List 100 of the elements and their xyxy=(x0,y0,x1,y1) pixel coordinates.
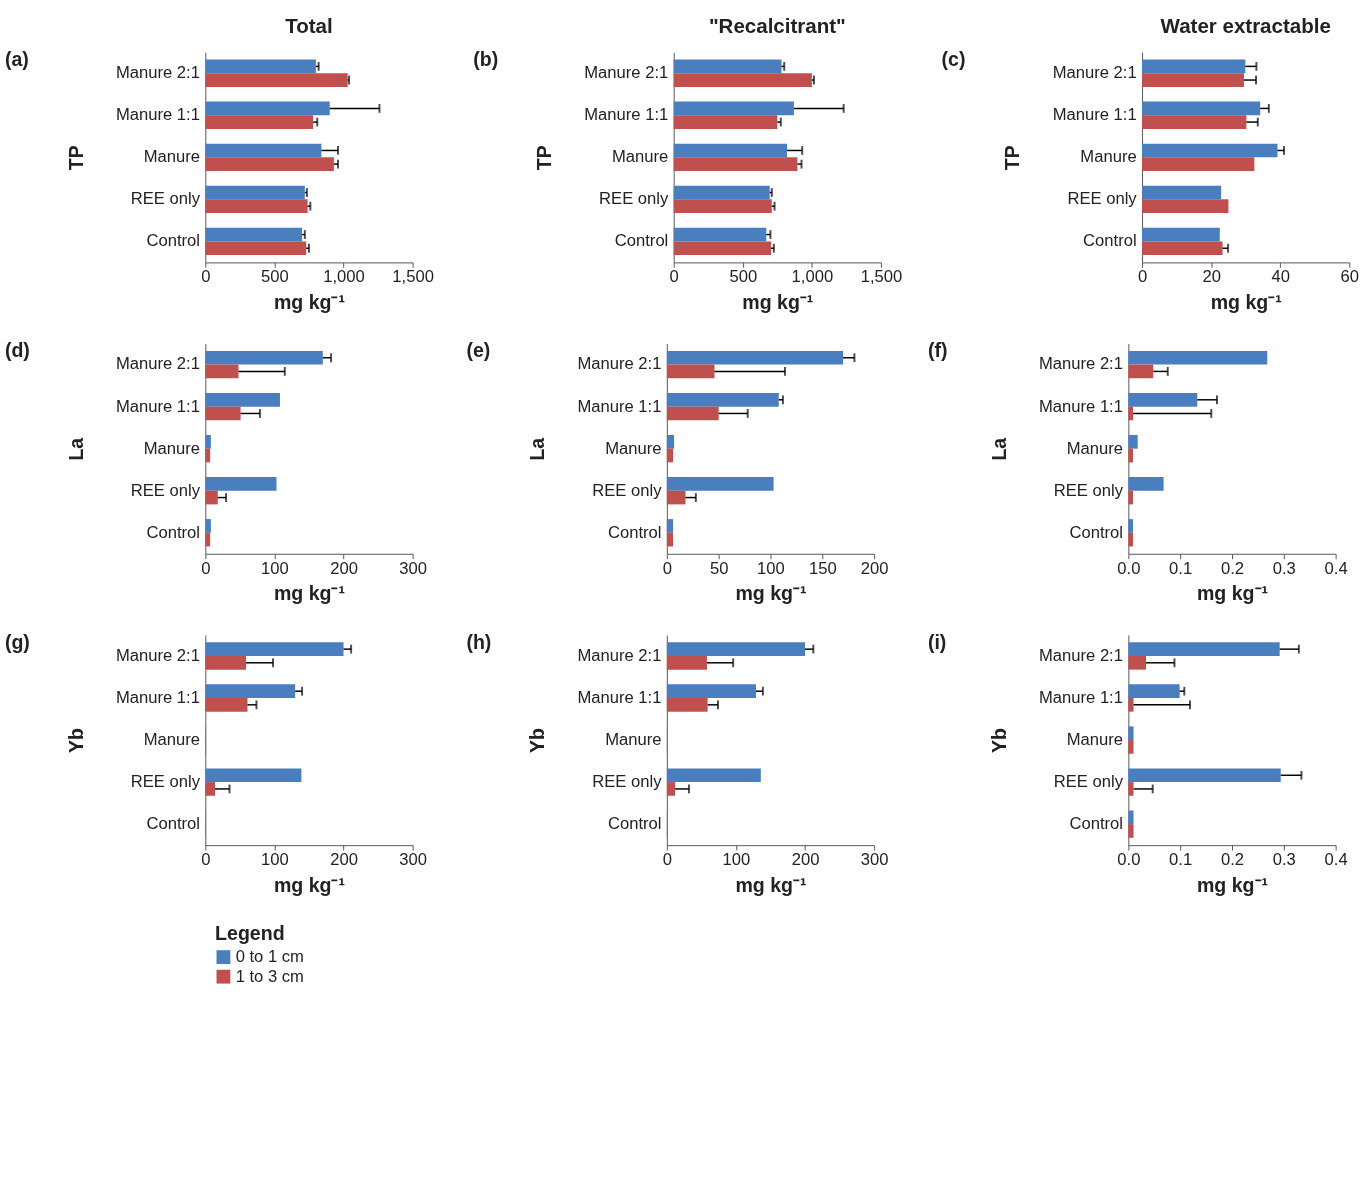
y-axis-title: Yb xyxy=(526,728,549,754)
bar xyxy=(205,392,280,407)
bar xyxy=(666,392,779,407)
bar xyxy=(673,73,812,87)
x-tick-label: 100 xyxy=(261,850,289,870)
x-tick-label: 1,000 xyxy=(323,267,365,287)
bar xyxy=(205,101,330,116)
x-axis-title: mg kg⁻¹ xyxy=(1196,582,1269,605)
bar xyxy=(1142,241,1223,256)
y-axis-title: TP xyxy=(64,145,87,171)
bar xyxy=(205,532,211,547)
bar xyxy=(1142,101,1261,116)
y-tick-label: Manure 2:1 xyxy=(115,63,200,83)
bar xyxy=(666,364,715,379)
bar xyxy=(666,782,676,796)
x-axis-title: mg kg⁻¹ xyxy=(273,290,346,313)
bar xyxy=(205,59,316,74)
bar xyxy=(666,448,674,463)
y-tick-label: Manure xyxy=(143,729,200,749)
bar xyxy=(666,490,686,505)
legend-label: 1 to 3 cm xyxy=(235,966,304,986)
bar xyxy=(1142,115,1247,129)
x-tick-label: 500 xyxy=(261,267,289,287)
bar xyxy=(673,199,772,214)
bar xyxy=(205,768,302,783)
bar xyxy=(1142,227,1220,242)
x-tick-label: 0.3 xyxy=(1272,850,1296,870)
text: (g) xyxy=(4,630,30,653)
bar xyxy=(1128,519,1134,533)
y-tick-label: Manure 1:1 xyxy=(584,105,669,125)
y-tick-label: Manure xyxy=(143,147,200,167)
x-axis-title: mg kg⁻¹ xyxy=(273,873,346,896)
y-tick-label: Manure 1:1 xyxy=(577,396,662,416)
y-tick-label: Manure 1:1 xyxy=(115,105,200,125)
x-tick-label: 0 xyxy=(662,558,672,578)
chart-title: "Recalcitrant" xyxy=(708,13,846,37)
legend-label: 0 to 1 cm xyxy=(235,947,304,967)
y-tick-label: Manure xyxy=(1066,438,1123,458)
bar xyxy=(1128,532,1134,547)
y-tick-label: REE only xyxy=(592,480,663,500)
bar xyxy=(1142,73,1244,87)
x-tick-label: 0 xyxy=(1137,267,1148,287)
bar xyxy=(205,448,211,463)
y-tick-label: Control xyxy=(146,231,200,251)
chart-title: Water extractable xyxy=(1160,13,1331,37)
x-tick-label: 0 xyxy=(669,267,679,287)
x-axis-title: mg kg⁻¹ xyxy=(742,290,814,313)
bar xyxy=(666,642,806,656)
y-tick-label: Manure 2:1 xyxy=(115,645,200,665)
y-tick-label: Manure xyxy=(1066,729,1123,749)
bar xyxy=(673,101,794,116)
bar xyxy=(666,684,756,699)
y-tick-label: REE only xyxy=(1067,189,1138,209)
y-axis-title: Yb xyxy=(64,728,87,754)
y-tick-label: Manure xyxy=(143,438,200,458)
bar xyxy=(205,227,303,242)
bar xyxy=(666,768,761,783)
x-tick-label: 200 xyxy=(791,850,820,870)
bar xyxy=(1128,448,1134,463)
y-tick-label: Manure 1:1 xyxy=(1038,396,1123,416)
y-tick-label: Manure xyxy=(611,147,669,167)
x-tick-label: 40 xyxy=(1271,267,1290,287)
y-tick-label: Manure 1:1 xyxy=(577,687,662,707)
bar xyxy=(1128,392,1198,407)
x-tick-label: 1,500 xyxy=(392,267,434,287)
bar xyxy=(1142,157,1255,171)
x-axis-title: mg kg⁻¹ xyxy=(1210,290,1282,313)
bar xyxy=(205,477,277,491)
bar xyxy=(205,350,323,365)
y-tick-label: Manure 1:1 xyxy=(115,396,200,416)
x-tick-label: 500 xyxy=(729,267,758,287)
bar xyxy=(205,519,211,533)
bar xyxy=(673,185,770,200)
x-tick-label: 100 xyxy=(722,850,751,870)
bar xyxy=(666,477,774,491)
y-tick-label: REE only xyxy=(599,189,669,209)
text: (d) xyxy=(4,339,30,362)
bar xyxy=(1128,642,1280,656)
bar xyxy=(1142,59,1246,74)
bar xyxy=(666,698,708,712)
x-axis-title: mg kg⁻¹ xyxy=(735,582,807,605)
bar xyxy=(673,59,782,74)
x-tick-label: 200 xyxy=(330,850,358,870)
y-tick-label: Control xyxy=(1083,231,1137,251)
chart-title: Total xyxy=(285,13,333,37)
x-axis-title: mg kg⁻¹ xyxy=(1196,873,1269,896)
y-tick-label: Control xyxy=(607,522,662,542)
bar xyxy=(205,435,211,449)
bar xyxy=(205,655,247,670)
x-tick-label: 0.2 xyxy=(1220,850,1245,870)
bar xyxy=(1128,740,1134,754)
x-tick-label: 0.1 xyxy=(1169,850,1193,870)
bar xyxy=(205,199,308,214)
bar xyxy=(666,532,674,547)
x-tick-label: 300 xyxy=(860,850,889,870)
y-tick-label: Manure xyxy=(605,438,662,458)
text: (b) xyxy=(473,47,499,70)
x-axis-title: mg kg⁻¹ xyxy=(273,582,346,605)
bar xyxy=(1142,199,1229,214)
bar xyxy=(1128,364,1154,379)
